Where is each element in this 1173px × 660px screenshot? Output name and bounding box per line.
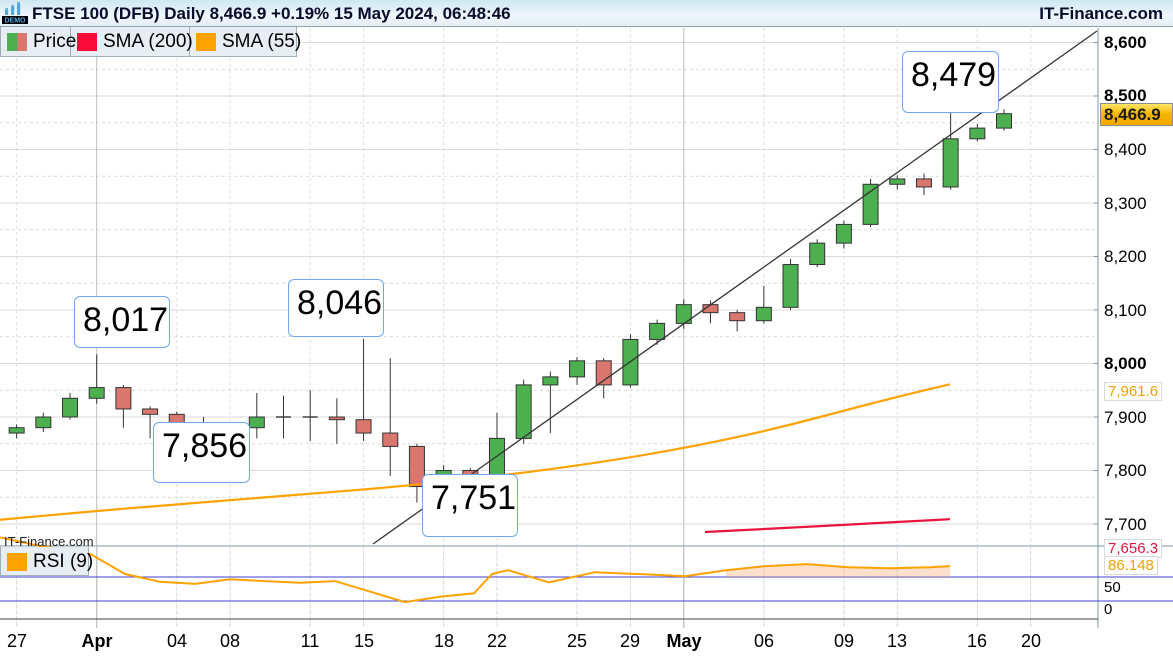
svg-text:DEMO: DEMO (5, 18, 27, 25)
